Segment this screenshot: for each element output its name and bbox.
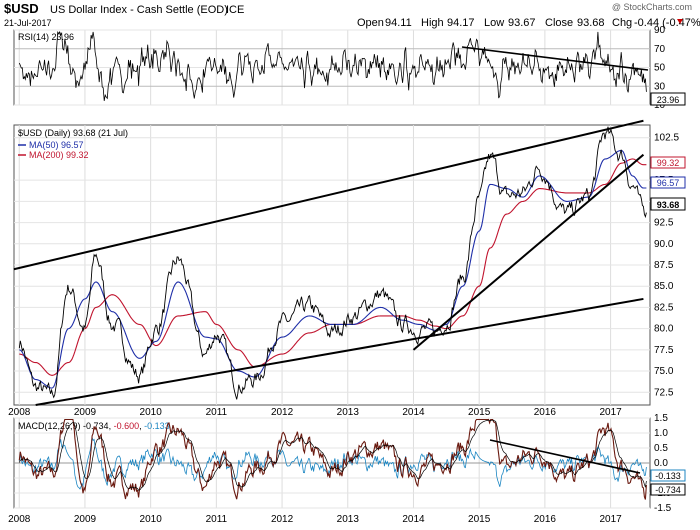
macd-label: MACD(12,26,9) -0.734, -0.600, -0.133 [18,421,170,431]
macd-tag-text: -0.734 [655,485,681,495]
macd-histogram [18,437,647,490]
macd-hist-tag [650,469,686,482]
low-value: 93.67 [508,17,536,29]
symbol: $USD [4,1,39,16]
macd-tick: 1.0 [654,428,668,439]
ma50-line [19,149,647,389]
price-tick: 77.5 [654,345,674,356]
macd-line [18,418,647,500]
year-label-top: 2009 [74,407,97,418]
down-arrow-icon [677,19,683,24]
ma200-label: MA(200) 99.32 [29,150,89,160]
year-label-bottom: 2010 [140,514,163,525]
trendlines [13,119,645,406]
ma50-tag-text: 96.57 [657,178,680,188]
macd-grid [14,417,650,509]
close-value: 93.68 [577,17,605,29]
price-tick: 75.0 [654,366,674,377]
last-price-tag [650,197,686,211]
year-label-bottom: 2014 [402,514,425,525]
high-label: High [421,17,444,29]
price-tick: 90.0 [654,239,674,250]
trendline [412,153,645,351]
price-label: $USD (Daily) 93.68 (21 Jul) [18,128,128,138]
year-label-top: 2015 [468,407,491,418]
macd-tick: 0.0 [654,458,668,469]
macd-tick: -1.5 [654,503,672,514]
year-label-bottom: 2011 [206,514,228,525]
price-tick: 80.0 [654,324,674,335]
price-tick: 72.5 [654,387,674,398]
chg-label: Chg [612,17,632,29]
price-tick: 102.5 [654,133,679,144]
macd-tick: 1.5 [654,413,668,424]
chg-value: -0.44 (-0.47%) [634,17,700,29]
year-label-top: 2013 [337,407,360,418]
price-tick: 87.5 [654,260,674,271]
year-label-top: 2011 [206,407,228,418]
ma50-label: MA(50) 96.57 [29,140,84,150]
year-label-bottom: 2009 [74,514,97,525]
rsi-tick: 30 [654,81,666,92]
year-axis-bottom: 2008 2009 2010 2011 2012 2013 2014 2015 2016 2017 [8,514,622,525]
year-label-bottom: 2017 [599,514,622,525]
last-price-tag-text: 93.68 [657,200,680,210]
rsi-value-tag [650,92,686,106]
year-label-bottom: 2013 [337,514,360,525]
year-label-top: 2016 [534,407,557,418]
year-label-bottom: 2008 [8,514,31,525]
open-label: Open [357,17,384,29]
macd-tick: 0.5 [654,443,668,454]
price-grid [14,125,650,405]
low-label: Low [484,17,504,29]
instrument-name: US Dollar Index - Cash Settle (EOD) [50,4,228,16]
macd-tag [650,483,686,496]
year-label-top: 2010 [140,407,163,418]
rsi-tick: 50 [654,63,666,74]
rsi-tick: 90 [654,25,666,36]
rsi-tick: 70 [654,44,666,55]
ma50-tag [650,176,686,189]
macd-signal-line [18,419,647,491]
trendline [13,119,644,271]
rsi-line [18,30,647,101]
open-value: 94.11 [385,17,412,29]
ma200-tag [650,156,686,169]
macd-hist-tag-text: -0.133 [655,471,681,481]
rsi-trendline [461,46,649,71]
high-value: 94.17 [447,17,475,29]
exchange: ICE [226,4,244,16]
price-tick: 92.5 [654,218,674,229]
rsi-value-tag-text: 23.96 [657,95,680,105]
price-line [18,126,647,400]
watermark: @ StockCharts.com [612,2,692,12]
year-label-bottom: 2012 [271,514,294,525]
trendline [35,297,644,406]
date: 21-Jul-2017 [4,18,52,28]
rsi-label: RSI(14) 23.96 [18,32,74,42]
year-label-top: 2017 [599,407,622,418]
year-label-bottom: 2015 [468,514,491,525]
year-label-top: 2008 [8,407,31,418]
close-label: Close [545,17,573,29]
year-label-top: 2014 [402,407,425,418]
price-tick: 85.0 [654,281,674,292]
year-label-top: 2012 [271,407,294,418]
price-tick: 82.5 [654,302,674,313]
year-label-bottom: 2016 [534,514,557,525]
macd-trendline [489,439,641,474]
year-axis-top: 2008 2009 2010 2011 2012 2013 2014 2015 2016 2017 [8,407,622,418]
ma200-tag-text: 99.32 [657,158,680,168]
